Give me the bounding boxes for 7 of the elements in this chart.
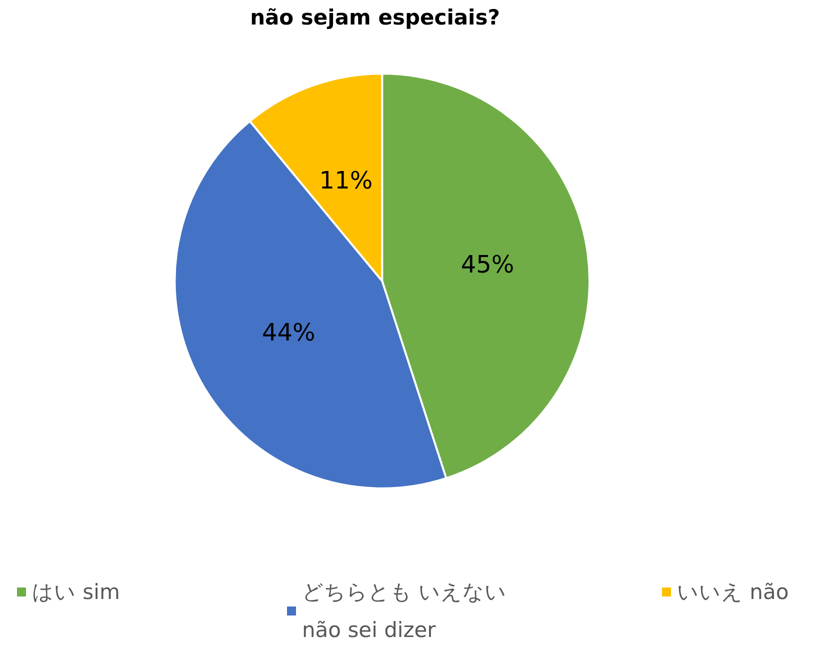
data-label: 44% bbox=[262, 318, 316, 346]
chart-title: não sejam especiais? bbox=[250, 6, 500, 30]
data-label: 11% bbox=[319, 166, 373, 195]
data-label: 45% bbox=[460, 250, 514, 278]
legend-label: どちらとも いえない não sei dizer bbox=[302, 580, 514, 642]
legend-label: いいえ não bbox=[677, 580, 789, 604]
legend-label: はい sim bbox=[32, 580, 120, 604]
